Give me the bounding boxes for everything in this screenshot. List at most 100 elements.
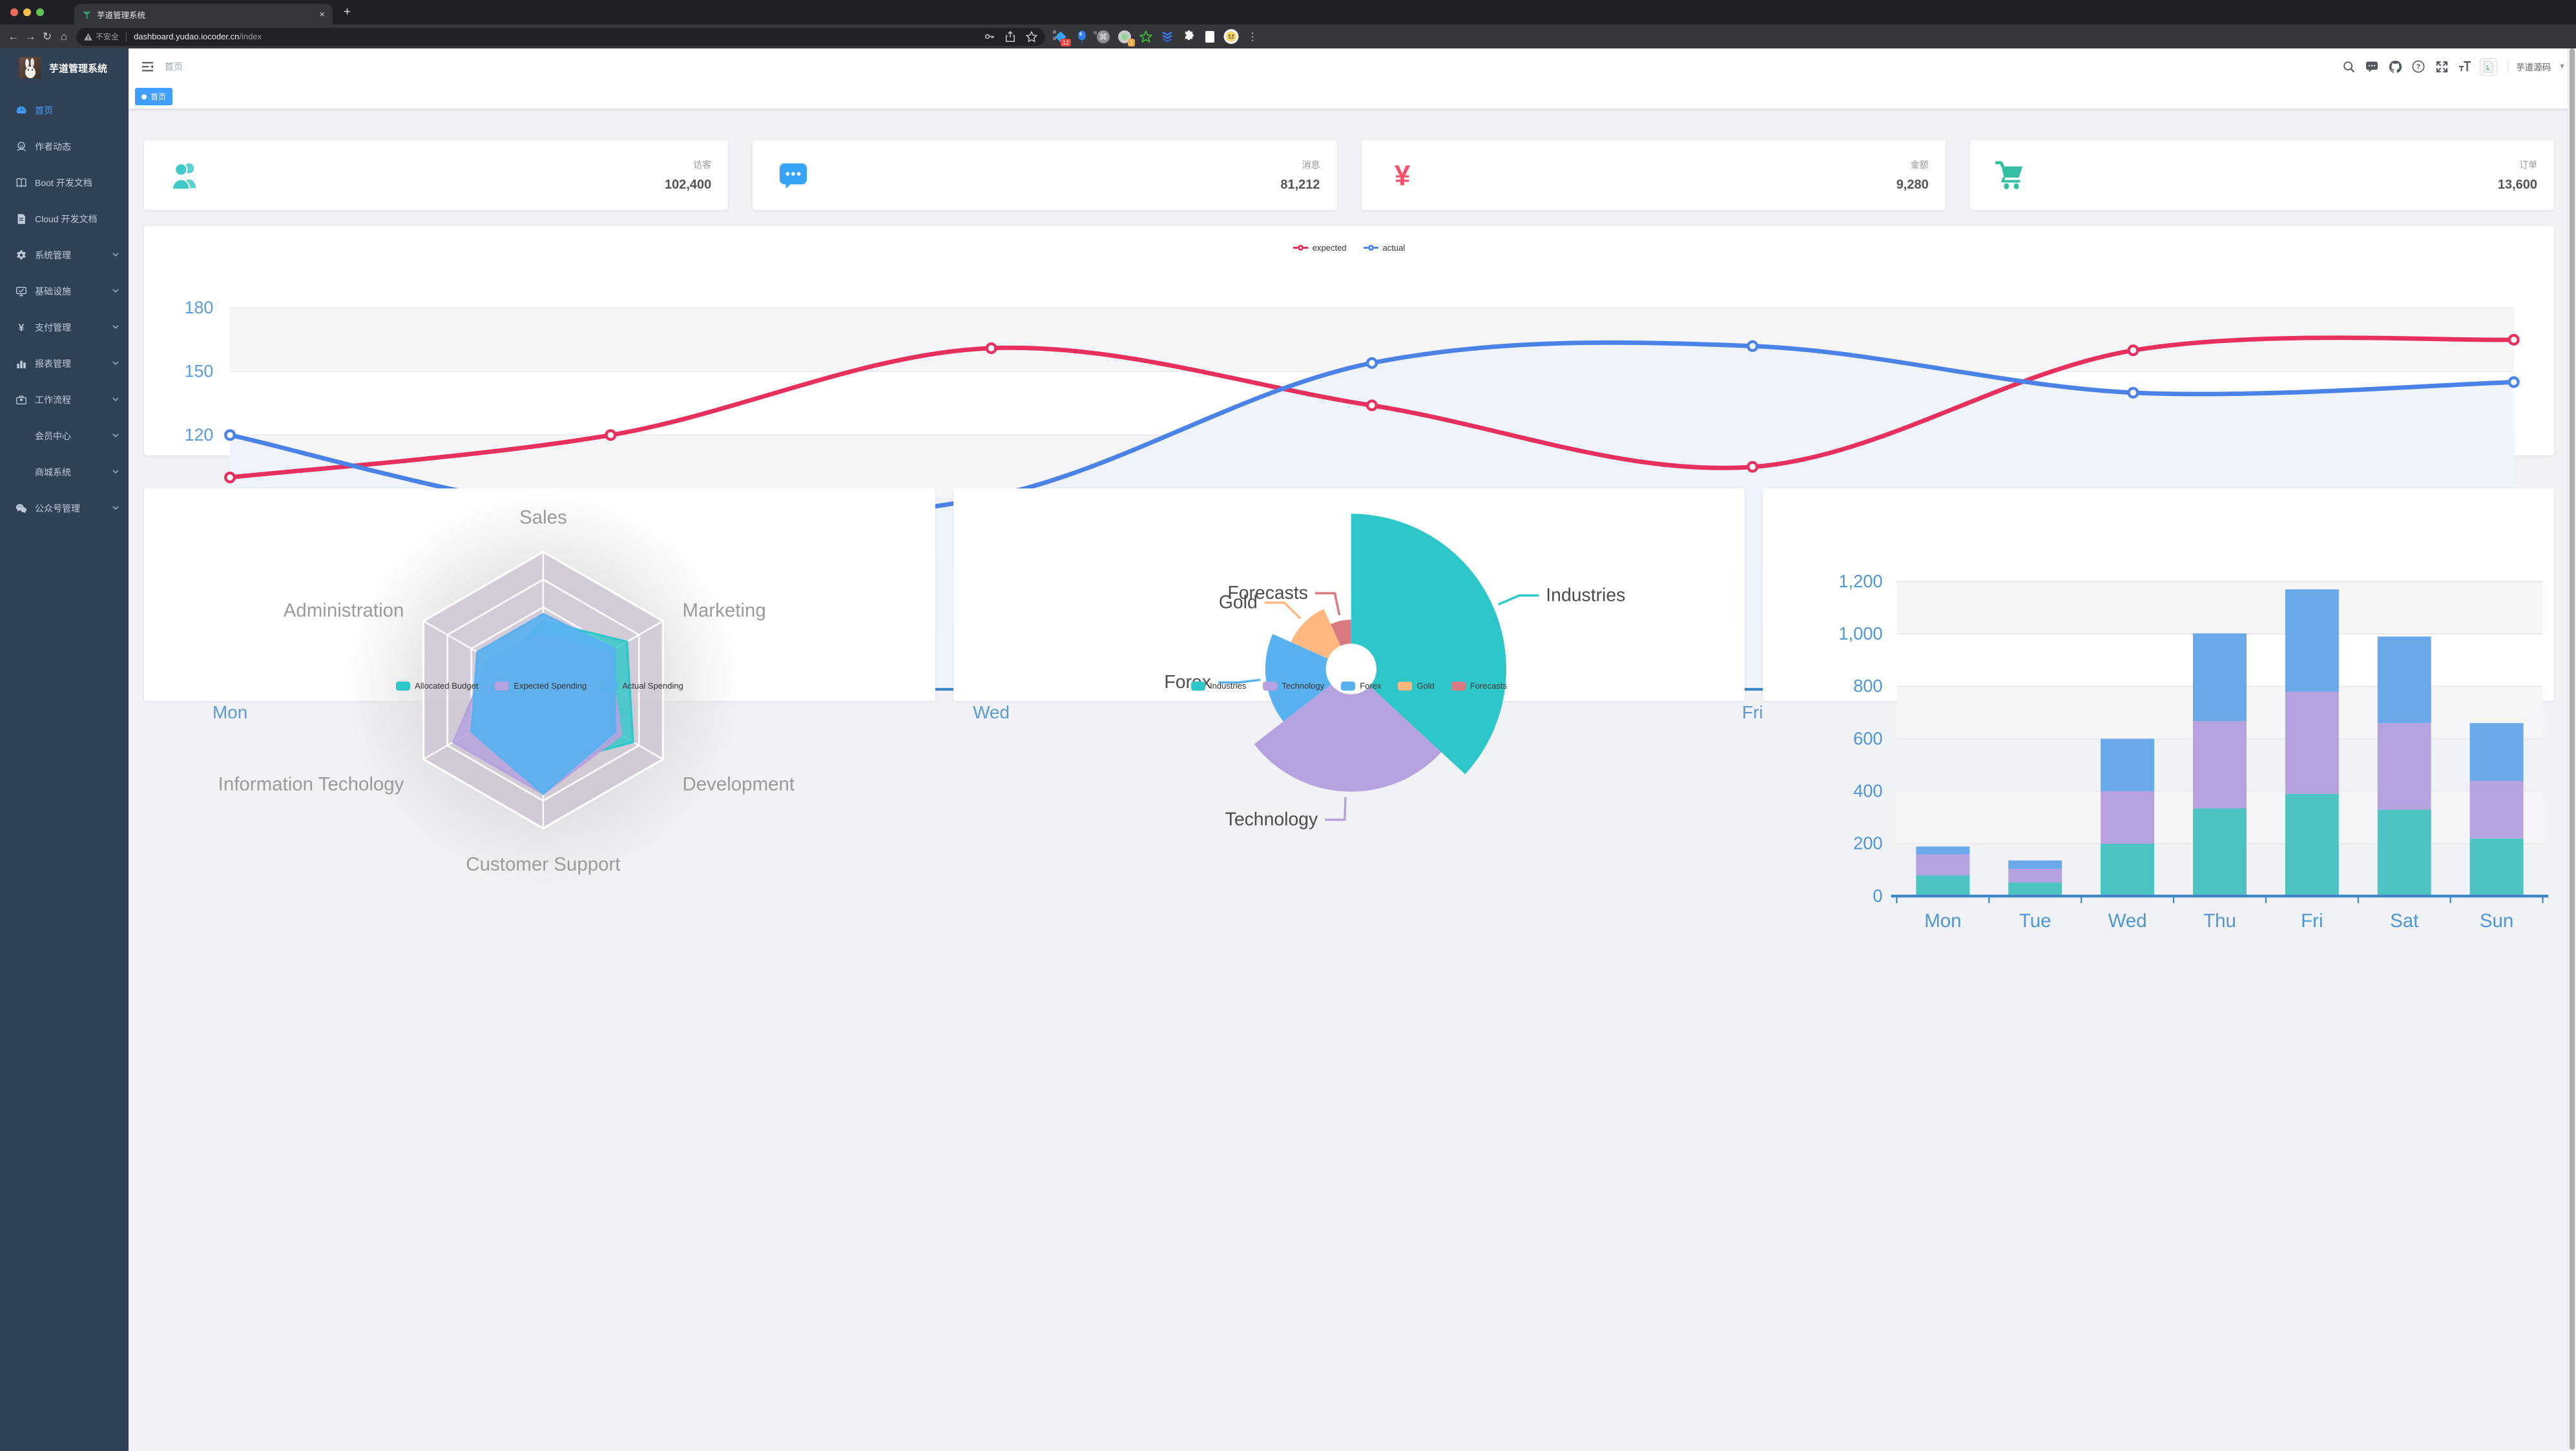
sidebar-item-8[interactable]: 工作流程 xyxy=(0,382,129,418)
svg-text:Mon: Mon xyxy=(213,702,247,718)
chevron-down-icon xyxy=(112,395,119,405)
legend-item-Technology[interactable]: Technology xyxy=(1263,681,1324,691)
svg-text:¥: ¥ xyxy=(19,322,25,333)
fullscreen-icon[interactable] xyxy=(2433,58,2450,75)
extension-command-icon[interactable]: ⌘ xyxy=(1094,29,1111,45)
svg-text:120: 120 xyxy=(185,425,214,444)
browser-tab[interactable]: 芋道管理系统 × xyxy=(74,4,333,25)
legend-item-Actual Spending[interactable]: Actual Spending xyxy=(603,681,683,691)
legend-item-actual[interactable]: actual xyxy=(1363,243,1405,253)
sidebar-item-label: 公众号管理 xyxy=(35,503,80,514)
font-size-icon[interactable] xyxy=(2457,58,2473,75)
address-bar[interactable]: 不安全 dashboard.yudao.iocoder.cn/index xyxy=(76,27,1045,46)
message-icon[interactable] xyxy=(2363,58,2380,75)
not-secure-label: 不安全 xyxy=(96,32,119,41)
side-panel-icon[interactable] xyxy=(1202,29,1218,45)
caret-down-icon[interactable]: ▼ xyxy=(2559,63,2566,70)
sidebar-item-11[interactable]: 公众号管理 xyxy=(0,490,129,527)
page-scrollbar[interactable] xyxy=(2568,48,2576,1451)
forward-button[interactable]: → xyxy=(25,30,36,43)
window-close-button[interactable] xyxy=(10,8,18,16)
sidebar-item-6[interactable]: ¥ 支付管理 xyxy=(0,309,129,346)
legend-item-Gold[interactable]: Gold xyxy=(1398,681,1435,691)
sidebar-collapse-icon[interactable] xyxy=(136,56,158,78)
svg-text:Sales: Sales xyxy=(519,507,567,528)
share-icon[interactable] xyxy=(1005,30,1015,43)
sidebar-item-9[interactable]: 会员中心 xyxy=(0,418,129,454)
window-controls[interactable] xyxy=(10,8,44,16)
people-stat-icon xyxy=(167,158,202,193)
scrollbar-thumb[interactable] xyxy=(2570,48,2575,1450)
extensions-area: 12 ⌘ 1 xyxy=(1053,28,1258,47)
gear-icon xyxy=(16,249,27,261)
user-avatar[interactable] xyxy=(2480,57,2498,76)
legend-label: Technology xyxy=(1282,681,1325,691)
sidebar-item-1[interactable]: 作者动态 xyxy=(0,129,129,165)
svg-text:Wed: Wed xyxy=(973,702,1010,718)
extension-blue-diamond-icon[interactable]: 12 xyxy=(1053,29,1071,47)
sidebar-item-2[interactable]: Boot 开发文档 xyxy=(0,165,129,201)
sidebar-item-0[interactable]: 首页 xyxy=(0,92,129,129)
sidebar-item-label: 工作流程 xyxy=(35,395,71,405)
bookmark-star-icon[interactable] xyxy=(1026,30,1037,43)
chart-icon xyxy=(16,358,27,370)
svg-text:Wed: Wed xyxy=(2108,910,2147,932)
legend-label: Actual Spending xyxy=(622,681,683,691)
yen-icon: ¥ xyxy=(16,322,27,333)
stat-card-3: 订单 13,600 xyxy=(1969,140,2554,210)
legend-label: expected xyxy=(1312,243,1347,253)
sidebar-item-label: Boot 开发文档 xyxy=(35,178,92,188)
legend-item-Expected Spending[interactable]: Expected Spending xyxy=(495,681,587,691)
svg-text:Thu: Thu xyxy=(2203,910,2236,932)
window-minimize-button[interactable] xyxy=(23,8,31,16)
extensions-puzzle-icon[interactable] xyxy=(1181,29,1196,45)
extension-badge: 1 xyxy=(1127,38,1135,47)
search-icon[interactable] xyxy=(2340,58,2357,75)
sidebar-item-7[interactable]: 报表管理 xyxy=(0,346,129,382)
stats-row: 访客 102,400 消息 81,212 ¥ 金额 9,280 订单 13,600 xyxy=(144,140,2554,210)
extension-circle-icon[interactable]: 1 xyxy=(1117,29,1135,47)
legend-item-Industries[interactable]: Industries xyxy=(1191,681,1246,691)
sidebar-item-4[interactable]: 系统管理 xyxy=(0,237,129,273)
legend-item-Forecasts[interactable]: Forecasts xyxy=(1451,681,1507,691)
tag-home[interactable]: 首页 xyxy=(135,88,173,105)
back-button[interactable]: ← xyxy=(8,30,19,43)
legend-item-Forex[interactable]: Forex xyxy=(1341,681,1381,691)
extension-balloon-icon[interactable] xyxy=(1074,29,1090,45)
radar-chart-legend: Allocated Budget Expected Spending Actual … xyxy=(144,681,935,691)
doc-icon xyxy=(16,213,27,225)
bottom-charts-row: Sales Administration Information Techology… xyxy=(144,488,2554,932)
extension-devtools-chevrons-icon[interactable] xyxy=(1159,29,1175,45)
reload-button[interactable]: ↻ xyxy=(42,30,52,43)
svg-text:400: 400 xyxy=(1853,780,1883,800)
breadcrumb[interactable]: 首页 xyxy=(165,61,183,72)
sidebar-item-3[interactable]: Cloud 开发文档 xyxy=(0,201,129,237)
chrome-menu-icon[interactable]: ⋮ xyxy=(1247,31,1258,43)
sidebar-item-10[interactable]: 商城系统 xyxy=(0,454,129,490)
extension-green-star-icon[interactable] xyxy=(1138,29,1154,45)
tab-close-icon[interactable]: × xyxy=(319,8,325,20)
stat-value: 102,400 xyxy=(664,177,712,192)
home-button[interactable]: ⌂ xyxy=(60,30,68,43)
svg-text:0: 0 xyxy=(1873,886,1882,906)
profile-avatar[interactable] xyxy=(1223,28,1239,45)
legend-item-Allocated Budget[interactable]: Allocated Budget xyxy=(396,681,478,691)
none-icon xyxy=(16,466,27,478)
new-tab-button[interactable]: + xyxy=(344,5,351,19)
password-key-icon[interactable] xyxy=(984,31,995,42)
warning-icon xyxy=(84,32,92,41)
legend-item-expected[interactable]: expected xyxy=(1293,243,1347,253)
sidebar-logo[interactable]: 芋道管理系统 xyxy=(0,48,129,87)
url-text[interactable]: dashboard.yudao.iocoder.cn/index xyxy=(134,32,262,41)
chevron-down-icon xyxy=(112,431,119,441)
window-zoom-button[interactable] xyxy=(36,8,44,16)
svg-text:Sat: Sat xyxy=(2390,910,2418,932)
user-name[interactable]: 芋道源码 xyxy=(2516,63,2551,72)
not-secure-warning[interactable]: 不安全 xyxy=(84,31,119,42)
github-icon[interactable] xyxy=(2387,58,2404,75)
tag-label: 首页 xyxy=(151,92,167,101)
svg-text:Marketing: Marketing xyxy=(682,600,765,621)
sidebar-item-5[interactable]: 基础设施 xyxy=(0,273,129,309)
help-icon[interactable]: ? xyxy=(2410,58,2427,75)
chevron-down-icon xyxy=(112,359,119,369)
